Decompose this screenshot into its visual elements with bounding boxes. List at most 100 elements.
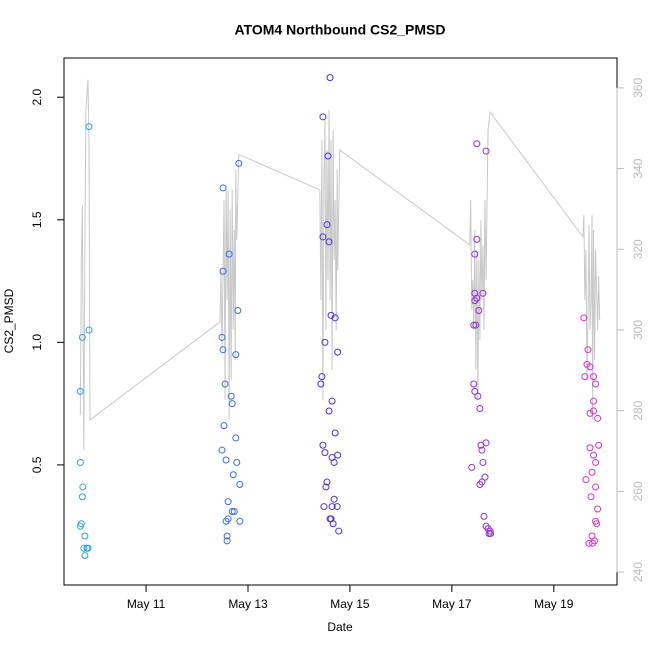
y2-tick-label: 280 (631, 400, 645, 420)
point (584, 346, 592, 354)
point (586, 363, 594, 371)
y-tick-label: 1.0 (30, 334, 44, 351)
point (219, 346, 227, 354)
point (586, 444, 594, 452)
point (317, 380, 325, 388)
y2-tick-label: 320 (631, 239, 645, 259)
point (595, 441, 603, 449)
point (320, 503, 328, 511)
point (236, 481, 244, 489)
point (319, 441, 327, 449)
point (328, 397, 336, 405)
point (330, 458, 338, 466)
point (230, 507, 238, 515)
point (328, 503, 336, 511)
point (487, 530, 495, 538)
point (325, 407, 333, 415)
y-tick-label: 0.5 (30, 456, 44, 473)
point (587, 493, 595, 501)
point (225, 250, 233, 258)
point (588, 468, 596, 476)
x-tick-label: May 11 (127, 597, 166, 611)
point (323, 221, 331, 229)
point (222, 456, 230, 464)
x-axis-title: Date (327, 620, 353, 634)
point (468, 463, 476, 471)
point (232, 434, 240, 442)
point (477, 441, 485, 449)
point (80, 544, 88, 552)
y2-tick-label: 360 (631, 78, 645, 98)
point (590, 397, 598, 405)
point (325, 238, 333, 246)
point (473, 140, 481, 148)
chart-title: ATOM4 Northbound CS2_PMSD (234, 22, 445, 38)
point (223, 537, 231, 545)
point (590, 407, 598, 415)
point (471, 387, 479, 395)
point (582, 476, 590, 484)
point (476, 405, 484, 413)
point (228, 400, 236, 408)
point (223, 532, 231, 540)
point (476, 481, 484, 489)
point (335, 527, 343, 535)
point (471, 250, 479, 258)
point (224, 498, 232, 506)
point (79, 483, 87, 491)
point (76, 458, 84, 466)
point (475, 306, 483, 314)
point (319, 113, 327, 121)
point (81, 552, 89, 560)
point (334, 451, 342, 459)
point (331, 314, 339, 322)
y2-tick-label: 340 (631, 158, 645, 178)
point (581, 373, 589, 381)
point (585, 539, 593, 547)
point (218, 333, 226, 341)
point (331, 429, 339, 437)
point (330, 495, 338, 503)
point (318, 373, 326, 381)
point (482, 147, 490, 155)
y2-tick-label: 260 (631, 481, 645, 501)
x-tick-label: May 15 (330, 597, 370, 611)
point (319, 233, 327, 241)
point (233, 458, 241, 466)
point (590, 373, 598, 381)
line-series (79, 79, 601, 451)
y-axis-title: CS2_PMSD (2, 288, 16, 353)
point (234, 306, 242, 314)
point (227, 392, 235, 400)
point (473, 235, 481, 243)
point (592, 380, 600, 388)
point (474, 392, 482, 400)
point (219, 184, 227, 192)
point (481, 473, 489, 481)
point (586, 409, 594, 417)
y2-tick-label: 300 (631, 320, 645, 340)
point (470, 321, 478, 329)
y-tick-label: 2.0 (30, 89, 44, 106)
point (471, 297, 479, 305)
point (333, 503, 341, 511)
point (321, 449, 329, 457)
point (593, 520, 601, 528)
point (81, 532, 89, 540)
point (590, 451, 598, 459)
point (218, 446, 226, 454)
x-tick-label: May 19 (534, 597, 574, 611)
point (76, 522, 84, 530)
point (480, 512, 488, 520)
point (479, 458, 487, 466)
point (321, 338, 329, 346)
point (76, 387, 84, 395)
point (222, 517, 230, 525)
x-tick-label: May 17 (432, 597, 472, 611)
point (479, 289, 487, 297)
point (592, 458, 600, 466)
point (580, 314, 588, 322)
point (592, 483, 600, 491)
